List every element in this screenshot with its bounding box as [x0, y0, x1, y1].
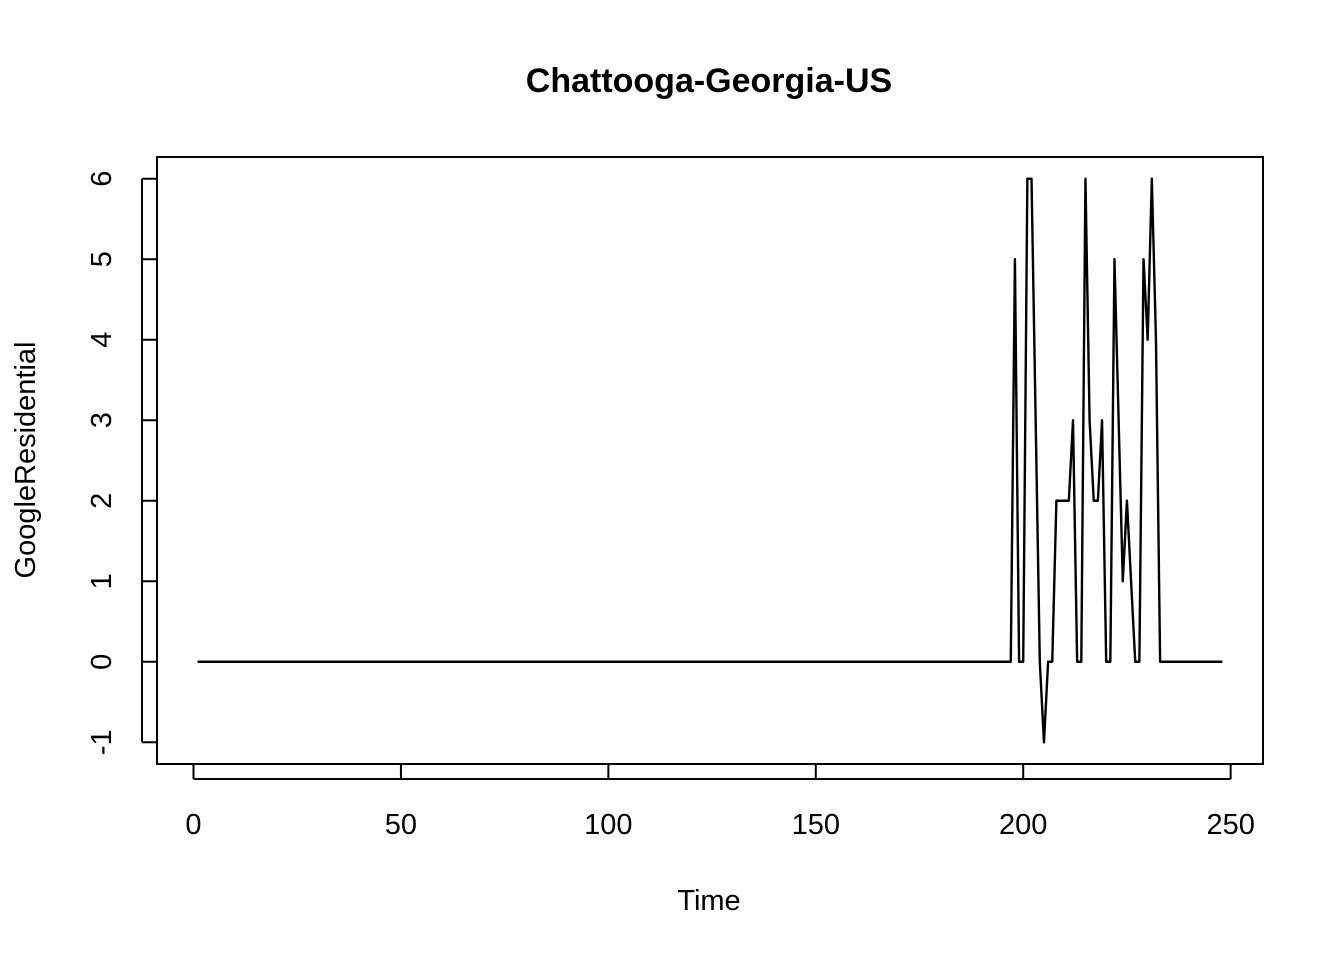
x-tick-label: 250 — [1206, 809, 1254, 841]
x-tick-label: 100 — [584, 809, 632, 841]
x-tick-label: 0 — [185, 809, 201, 841]
y-tick-label: 5 — [86, 251, 118, 267]
x-tick-label: 150 — [792, 809, 840, 841]
y-tick-label: -1 — [86, 729, 118, 755]
plot-frame — [156, 156, 1264, 765]
y-tick-label: 2 — [86, 493, 118, 509]
y-axis: -1 0 1 2 3 4 5 6 — [86, 171, 157, 755]
series-line — [197, 177, 1223, 744]
y-tick-label: 1 — [86, 573, 118, 589]
y-axis-label: GoogleResidential — [10, 342, 42, 579]
x-tick-label: 200 — [999, 809, 1047, 841]
chart-title: Chattooga-Georgia-US — [526, 62, 892, 100]
y-tick-label: 0 — [86, 654, 118, 670]
x-axis-label: Time — [677, 885, 740, 917]
x-axis: 0 50 100 150 200 250 — [185, 764, 1255, 841]
y-tick-label: 4 — [86, 332, 118, 348]
x-tick-label: 50 — [385, 809, 417, 841]
y-tick-label: 3 — [86, 412, 118, 428]
y-tick-label: 6 — [86, 171, 118, 187]
